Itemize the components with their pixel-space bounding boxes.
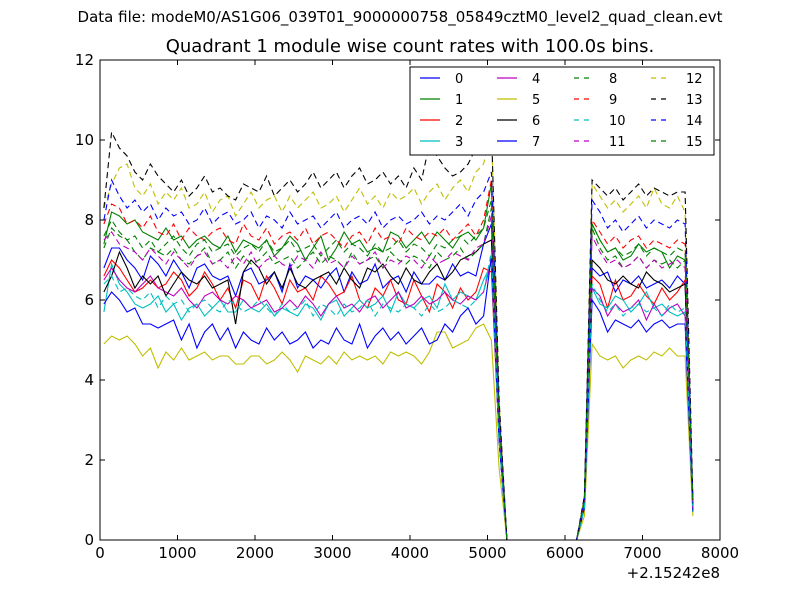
legend-label: 9	[609, 93, 617, 108]
chart-title: Quadrant 1 module wise count rates with …	[165, 36, 655, 57]
series-line-7	[103, 255, 694, 541]
x-tick-label: 2000	[236, 544, 274, 562]
legend-entry-0: 0	[420, 72, 463, 87]
legend-label: 0	[455, 72, 463, 87]
x-tick-label: 7000	[623, 544, 661, 562]
series-line-8	[103, 207, 694, 541]
series-line-9	[103, 179, 694, 541]
legend-label: 13	[686, 93, 703, 108]
series-line-15	[103, 199, 694, 541]
legend-entry-7: 7	[497, 135, 540, 150]
figure-suptitle: Data file: modeM0/AS1G06_039T01_90000007…	[77, 8, 723, 26]
legend-entry-6: 6	[497, 114, 540, 129]
legend-label: 12	[686, 72, 703, 87]
series-line-6	[103, 239, 694, 541]
legend-label: 5	[532, 93, 540, 108]
legend-entry-5: 5	[497, 93, 540, 108]
x-tick-label: 3000	[313, 544, 351, 562]
y-tick-label: 4	[84, 371, 94, 389]
legend-label: 2	[455, 114, 463, 129]
series-line-12	[103, 127, 694, 541]
series-line-1	[103, 183, 694, 541]
legend-entry-8: 8	[574, 72, 617, 87]
legend-entry-11: 11	[574, 135, 626, 150]
y-tick-label: 12	[75, 51, 94, 69]
series-line-13	[103, 122, 694, 541]
legend-entry-4: 4	[497, 72, 540, 87]
legend-entry-10: 10	[574, 114, 626, 129]
x-tick-label: 8000	[701, 544, 739, 562]
y-tick-label: 0	[84, 531, 94, 549]
legend-label: 10	[609, 114, 626, 129]
legend-entry-9: 9	[574, 93, 617, 108]
x-tick-label: 5000	[468, 544, 506, 562]
legend-label: 14	[686, 114, 703, 129]
x-offset-label: +2.15242e8	[627, 564, 720, 582]
series-line-3	[103, 261, 694, 541]
legend-entry-14: 14	[651, 114, 703, 129]
legend-entry-1: 1	[420, 93, 463, 108]
y-tick-label: 10	[75, 131, 94, 149]
legend-entry-12: 12	[651, 72, 703, 87]
legend-entry-2: 2	[420, 114, 463, 129]
legend-entry-13: 13	[651, 93, 703, 108]
legend-label: 11	[609, 135, 626, 150]
y-tick-label: 6	[84, 291, 94, 309]
legend-entry-15: 15	[651, 135, 703, 150]
y-tick-label: 2	[84, 451, 94, 469]
legend-box	[409, 66, 715, 156]
series-line-4	[103, 259, 694, 541]
series-line-5	[103, 323, 694, 541]
legend-label: 7	[532, 135, 540, 150]
legend-label: 4	[532, 72, 540, 87]
series-line-11	[103, 215, 694, 541]
x-tick-label: 1000	[158, 544, 196, 562]
series-line-0	[103, 223, 694, 541]
x-tick-label: 0	[95, 544, 105, 562]
y-tick-label: 8	[84, 211, 94, 229]
x-tick-label: 4000	[391, 544, 429, 562]
x-tick-label: 6000	[546, 544, 584, 562]
series-line-2	[103, 259, 694, 541]
legend-entry-3: 3	[420, 135, 463, 150]
legend-label: 15	[686, 135, 703, 150]
series-lines	[103, 122, 694, 541]
legend-label: 1	[455, 93, 463, 108]
legend-label: 8	[609, 72, 617, 87]
axis-ticks: 0 1000 2000 3000 4000 5000 6000 7000 80000246810…	[75, 51, 739, 562]
series-line-10	[103, 251, 694, 541]
legend-label: 3	[455, 135, 463, 150]
legend-label: 6	[532, 114, 540, 129]
